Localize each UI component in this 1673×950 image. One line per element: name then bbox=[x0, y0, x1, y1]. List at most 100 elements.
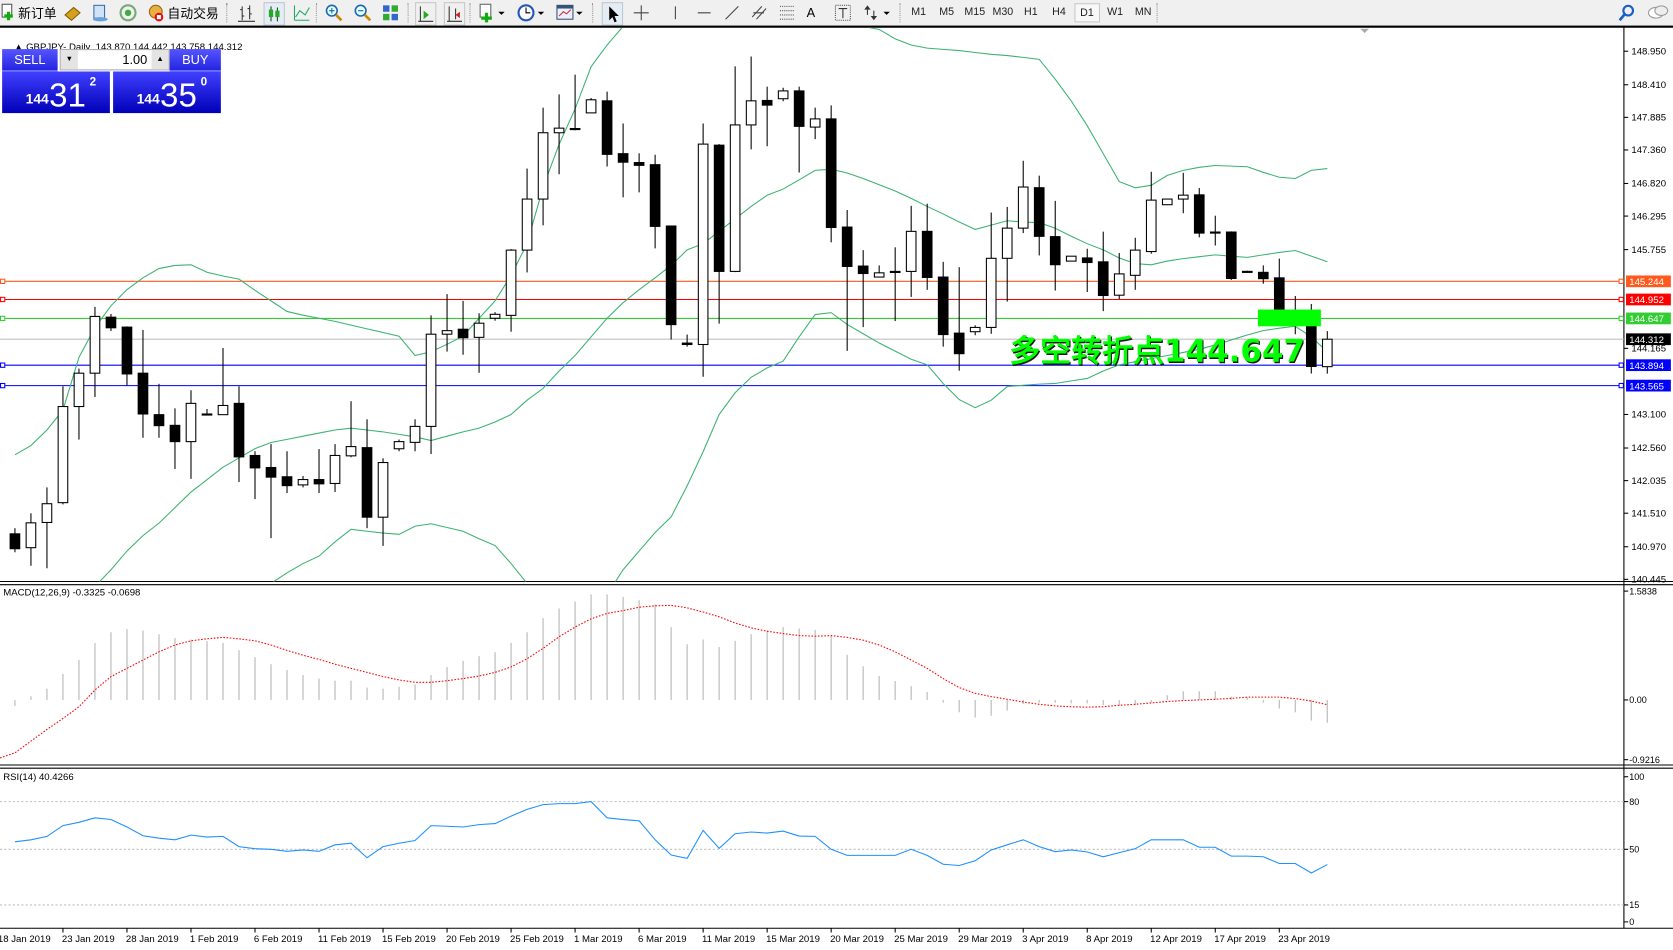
sell-price-prefix: 144 bbox=[25, 90, 49, 107]
equidistant-channel-tool[interactable] bbox=[750, 2, 769, 23]
timeframe-h1[interactable]: H1 bbox=[1024, 6, 1038, 19]
candle-body-bear bbox=[1225, 231, 1237, 280]
candle bbox=[1033, 175, 1045, 256]
candle bbox=[185, 390, 197, 479]
buy-button[interactable]: BUY bbox=[169, 49, 221, 72]
level-anchor-right bbox=[1618, 315, 1624, 322]
indicators-button[interactable] bbox=[478, 2, 506, 23]
lot-size-stepper[interactable]: ▼ 1.00 ▲ bbox=[59, 49, 170, 71]
candle bbox=[505, 249, 517, 332]
timeframe-m30[interactable]: M30 bbox=[992, 6, 1014, 19]
timeframe-m15[interactable]: M15 bbox=[964, 6, 986, 19]
data-window-button[interactable] bbox=[91, 2, 110, 23]
trendline-tool[interactable] bbox=[722, 2, 741, 23]
candle bbox=[633, 153, 645, 193]
cursor-tool[interactable] bbox=[601, 2, 624, 26]
lot-increase-icon[interactable]: ▲ bbox=[151, 50, 169, 70]
horizontal-line-tool[interactable] bbox=[695, 2, 714, 23]
timeframe-mn[interactable]: MN bbox=[1134, 6, 1152, 19]
candle-body-bull bbox=[393, 441, 405, 450]
tile-windows-icon bbox=[383, 5, 398, 21]
pivot-annotation[interactable]: 多空转折点144.647 bbox=[1009, 332, 1305, 370]
templates-button[interactable] bbox=[556, 2, 584, 23]
candle bbox=[393, 439, 405, 452]
candle-body-bear bbox=[265, 466, 277, 478]
bar-chart-button[interactable] bbox=[237, 2, 256, 23]
buy-price-button[interactable]: 144 35 0 bbox=[113, 71, 221, 114]
chat-button[interactable] bbox=[1646, 2, 1669, 23]
zoom-in-button[interactable] bbox=[324, 2, 343, 23]
timeframe-w1[interactable]: W1 bbox=[1107, 6, 1124, 19]
new-order-button[interactable]: 新订单 bbox=[1, 2, 57, 23]
price-level-tag-label: 143.894 bbox=[1629, 361, 1664, 372]
price-level-tag bbox=[1626, 379, 1671, 392]
date-tick-label: 25 Feb 2019 bbox=[510, 934, 564, 945]
horizontal-line-icon bbox=[697, 12, 711, 14]
timeframe-m1[interactable]: M1 bbox=[911, 6, 927, 19]
candle-body-bull bbox=[569, 127, 581, 131]
timeframe-h4[interactable]: H4 bbox=[1052, 6, 1066, 19]
periods-button[interactable] bbox=[516, 2, 545, 23]
candle-body-bear bbox=[713, 144, 725, 272]
candle-body-bull bbox=[1017, 186, 1029, 229]
timeframe-m5[interactable]: M5 bbox=[939, 6, 955, 19]
candle-body-bear bbox=[137, 372, 149, 415]
auto-trading-button[interactable]: 自动交易 bbox=[146, 2, 219, 23]
candle-body-bull bbox=[777, 90, 789, 100]
vertical-line-tool[interactable] bbox=[666, 2, 685, 23]
candlestick-button[interactable] bbox=[263, 2, 285, 26]
bollinger-lower-band bbox=[272, 312, 1328, 582]
candle bbox=[217, 348, 229, 416]
macd-signal-line bbox=[0, 604, 1328, 759]
price-level-tag-label: 144.647 bbox=[1629, 314, 1664, 325]
line-chart-button[interactable] bbox=[292, 2, 311, 23]
candle bbox=[153, 383, 165, 438]
auto-scroll-button[interactable] bbox=[415, 2, 437, 26]
candle-body-bull bbox=[73, 372, 85, 408]
candle-body-bear bbox=[1193, 194, 1205, 234]
date-tick-label: 11 Feb 2019 bbox=[318, 934, 371, 945]
zoom-in-icon bbox=[325, 4, 343, 22]
candle-body-bear bbox=[1097, 261, 1109, 297]
tile-windows-button[interactable] bbox=[381, 2, 400, 23]
trendline-icon bbox=[725, 6, 739, 20]
candle bbox=[937, 261, 949, 347]
candle-body-bull bbox=[553, 127, 565, 134]
candle-body-bear bbox=[121, 326, 133, 375]
candle bbox=[1161, 198, 1173, 206]
candle bbox=[345, 401, 357, 458]
collapse-triangle-icon[interactable]: ▲ bbox=[13, 41, 27, 53]
price-level-tag-label: 145.244 bbox=[1629, 277, 1664, 288]
crosshair-tool[interactable] bbox=[632, 2, 651, 23]
text-label-tool[interactable] bbox=[833, 2, 852, 23]
date-tick-label: 6 Mar 2019 bbox=[638, 934, 687, 945]
candle bbox=[921, 203, 933, 290]
zoom-out-button[interactable] bbox=[353, 2, 372, 23]
sell-price-pips: 31 bbox=[49, 76, 86, 115]
candle-body-bull bbox=[1065, 255, 1077, 262]
candle bbox=[985, 212, 997, 334]
sell-price-button[interactable]: 144 31 2 bbox=[2, 71, 110, 115]
candle-body-bull bbox=[1129, 249, 1141, 276]
price-level-tag-label: 144.312 bbox=[1629, 335, 1664, 346]
rsi-line bbox=[14, 801, 1328, 874]
navigator-button[interactable] bbox=[118, 2, 137, 23]
separator bbox=[407, 3, 410, 23]
market-watch-button[interactable] bbox=[63, 2, 82, 23]
lot-decrease-icon[interactable]: ▼ bbox=[60, 50, 78, 70]
candle-body-bear bbox=[281, 476, 293, 487]
level-anchor-right bbox=[1618, 296, 1624, 303]
chart-shift-button[interactable] bbox=[443, 2, 466, 26]
arrows-tool[interactable] bbox=[862, 2, 892, 23]
candle-body-bull bbox=[809, 118, 821, 128]
timeframe-d1[interactable]: D1 bbox=[1074, 3, 1100, 23]
fibonacci-tool[interactable] bbox=[778, 2, 797, 23]
candle bbox=[1177, 172, 1189, 214]
lot-size-input[interactable]: 1.00 bbox=[122, 52, 148, 68]
search-button[interactable] bbox=[1616, 2, 1635, 23]
text-tool[interactable]: A bbox=[807, 2, 816, 23]
candle bbox=[233, 386, 245, 483]
sell-button[interactable]: SELL bbox=[2, 49, 58, 72]
candle bbox=[1225, 231, 1237, 280]
